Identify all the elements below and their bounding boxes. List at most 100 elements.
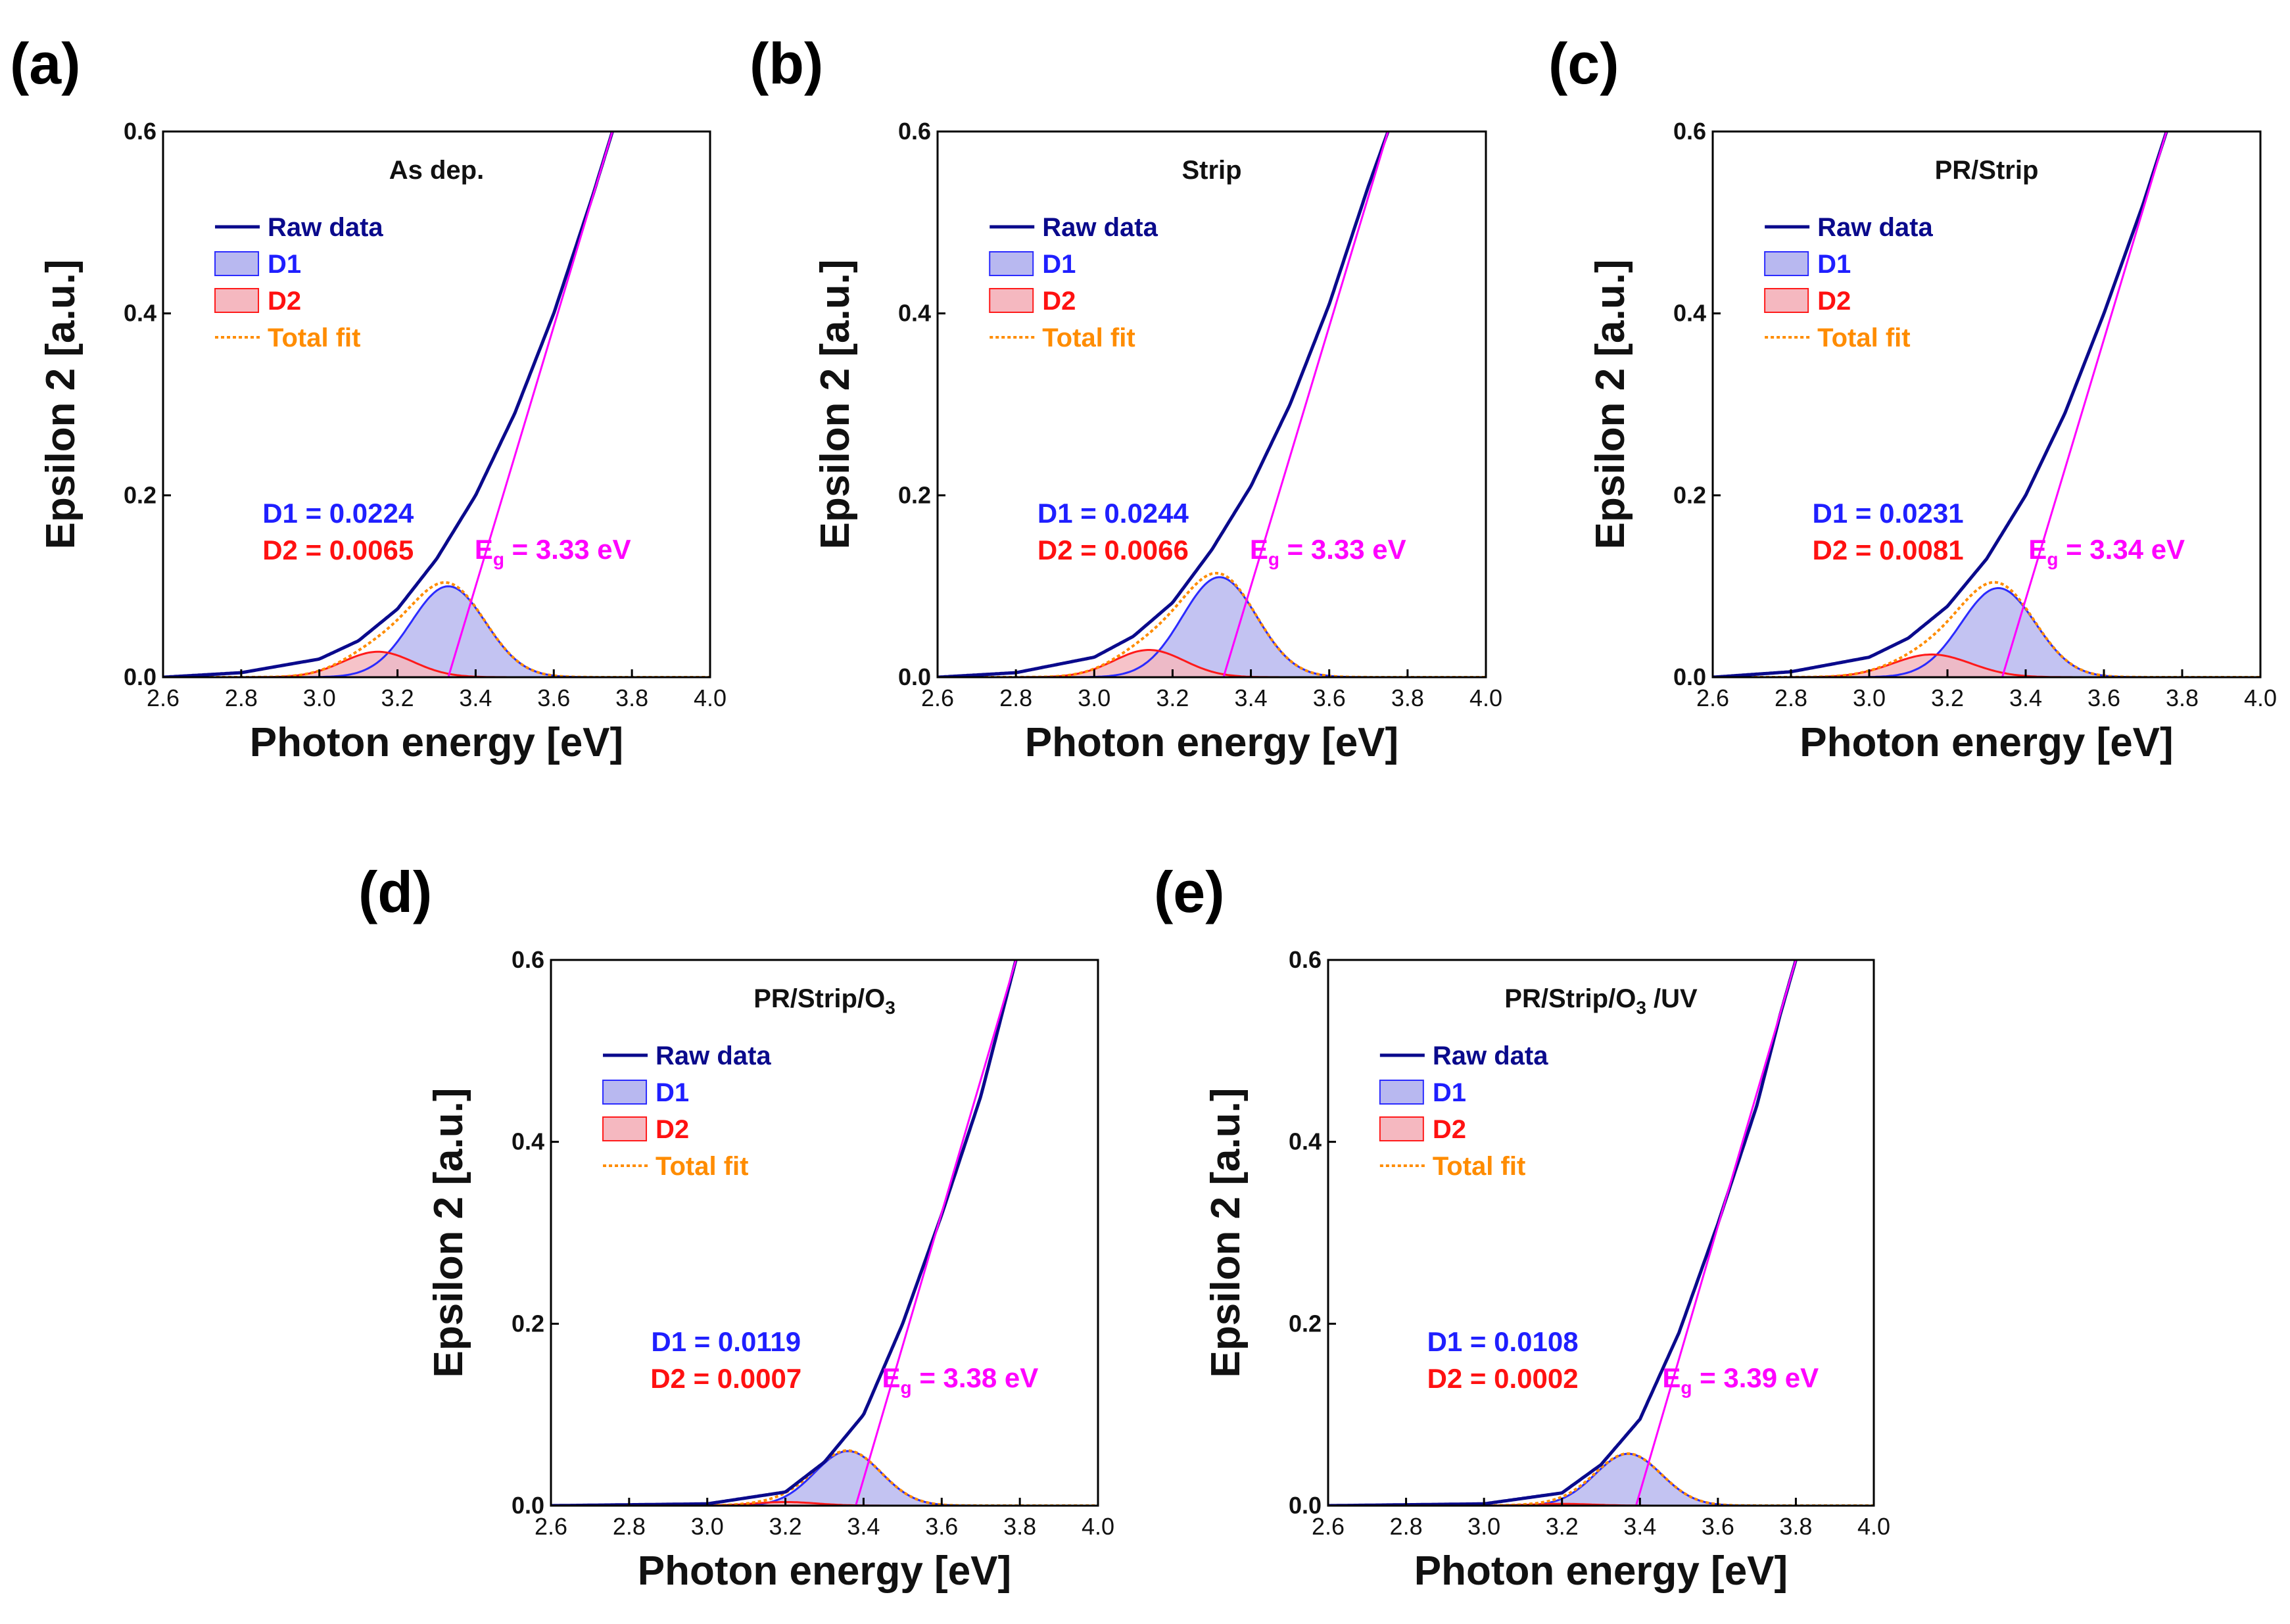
y-axis-label: Epsilon 2 [a.u.] <box>1203 1088 1249 1378</box>
eg-value: = 3.39 eV <box>1692 1362 1819 1393</box>
legend-label: Total fit <box>1042 323 1135 352</box>
x-tick-label: 2.8 <box>1775 684 1807 711</box>
chart-title: PR/Strip/O3 /UV <box>1504 984 1698 1018</box>
x-tick-label: 2.8 <box>1390 1513 1423 1540</box>
panel-2: 2.6 2.8 3.0 3.2 3.4 3.6 3.8 4.0 0.0 0.2 0.4 0.6 Phot… <box>750 31 1502 765</box>
panel-3: 2.6 2.8 3.0 3.2 3.4 3.6 3.8 4.0 0.0 0.2 0.4 0.6 Phot… <box>1548 31 2277 765</box>
y-tick-label: 0.4 <box>124 300 156 327</box>
panel-5: 2.6 2.8 3.0 3.2 3.4 3.6 3.8 4.0 0.0 0.2 0.4 0.6 Phot… <box>1154 859 1890 1594</box>
d1-area <box>938 577 1486 677</box>
y-axis-label: Epsilon 2 [a.u.] <box>1588 260 1633 550</box>
legend-label: Total fit <box>268 323 360 352</box>
d2-value-annotation: D2 = 0.0002 <box>1427 1363 1579 1394</box>
d1-value-annotation: D1 = 0.0224 <box>262 498 414 529</box>
x-tick-label: 4.0 <box>1857 1513 1890 1540</box>
y-tick-label: 0.2 <box>512 1310 544 1337</box>
plot-area <box>1713 131 2260 677</box>
plot-frame <box>1327 959 1875 1507</box>
legend-label: Total fit <box>1817 323 1910 352</box>
plot-area <box>1328 960 1874 1506</box>
legend-d1-swatch <box>602 1080 648 1105</box>
legend-label: Total fit <box>656 1152 748 1181</box>
d1-value-annotation: D1 = 0.0231 <box>1813 498 1964 529</box>
d1-area <box>1713 588 2260 677</box>
x-tick-label: 3.8 <box>615 684 648 711</box>
legend-d2-swatch <box>214 288 260 313</box>
eg-subscript: g <box>1268 549 1279 569</box>
legend-d1-swatch <box>214 251 260 276</box>
x-tick-label: 3.2 <box>381 684 414 711</box>
y-axis-label: Epsilon 2 [a.u.] <box>813 260 858 550</box>
raw-data-line <box>163 131 614 677</box>
x-tick-label: 3.6 <box>2087 684 2120 711</box>
x-tick-label: 4.0 <box>1082 1513 1114 1540</box>
y-tick-label: 0.6 <box>1673 118 1706 145</box>
y-tick-label: 0.2 <box>1673 481 1706 508</box>
legend-d1-swatch <box>1764 251 1809 276</box>
legend-label: D2 <box>1817 287 1851 316</box>
y-tick-label: 0.6 <box>898 118 931 145</box>
eg-subscript: g <box>901 1377 912 1398</box>
plot-area <box>163 131 710 677</box>
y-tick-label: 0.6 <box>512 946 544 973</box>
x-axis-label: Photon energy [eV] <box>1025 720 1398 765</box>
legend-label: Total fit <box>1433 1152 1525 1181</box>
panel-4: 2.6 2.8 3.0 3.2 3.4 3.6 3.8 4.0 0.0 0.2 0.4 0.6 Phot… <box>358 859 1114 1594</box>
raw-data-line <box>1713 131 2168 677</box>
chart-title-main: PR/Strip/O <box>1504 984 1636 1013</box>
y-axis-label: Epsilon 2 [a.u.] <box>38 260 83 550</box>
legend-d2-swatch <box>1379 1116 1424 1141</box>
eg-tangent-line <box>1634 960 1797 1506</box>
x-tick-label: 4.0 <box>2244 684 2277 711</box>
eg-tangent-line <box>2001 131 2168 677</box>
d2-value-annotation: D2 = 0.0066 <box>1038 535 1189 565</box>
eg-annotation: Eg = 3.34 eV <box>2028 534 2185 569</box>
raw-data-line <box>938 131 1390 677</box>
d1-value-annotation: D1 = 0.0119 <box>651 1326 801 1357</box>
y-tick-label: 0.4 <box>1289 1128 1322 1155</box>
eg-subscript: g <box>493 549 504 569</box>
d1-area <box>163 586 710 677</box>
d1-line <box>163 585 710 677</box>
eg-tangent-line <box>447 131 613 677</box>
x-tick-label: 2.6 <box>921 684 954 711</box>
x-tick-label: 2.8 <box>999 684 1032 711</box>
x-tick-label: 3.8 <box>2166 684 2199 711</box>
eg-subscript: g <box>2047 549 2058 569</box>
d1-line <box>1713 586 2260 677</box>
d2-area <box>1713 654 2260 677</box>
x-tick-label: 3.4 <box>847 1513 880 1540</box>
eg-annotation: Eg = 3.33 eV <box>475 534 631 569</box>
d1-area <box>1328 1454 1874 1506</box>
x-tick-label: 3.0 <box>1853 684 1886 711</box>
eg-symbol: E <box>2028 534 2047 565</box>
d2-line <box>551 1501 1098 1506</box>
plot-frame <box>1711 130 2262 679</box>
eg-value: = 3.33 eV <box>504 534 631 565</box>
eg-tangent-line <box>855 960 1017 1506</box>
plot-frame <box>162 130 711 679</box>
legend-d1-swatch <box>989 251 1034 276</box>
d2-value-annotation: D2 = 0.0007 <box>650 1363 801 1394</box>
y-tick-label: 0.2 <box>898 481 931 508</box>
legend-label: D1 <box>656 1078 689 1107</box>
x-tick-label: 3.6 <box>1702 1513 1734 1540</box>
x-tick-label: 2.6 <box>147 684 179 711</box>
chart-title: Strip <box>1181 156 1241 185</box>
plot-frame <box>550 959 1099 1507</box>
y-tick-label: 0.0 <box>512 1492 544 1519</box>
eg-symbol: E <box>882 1362 901 1393</box>
x-axis-label: Photon energy [eV] <box>250 720 623 765</box>
y-tick-label: 0.0 <box>124 663 156 690</box>
d1-line <box>1328 1452 1874 1506</box>
plot-frame <box>936 130 1487 679</box>
x-tick-label: 3.4 <box>1623 1513 1656 1540</box>
x-tick-label: 3.6 <box>925 1513 958 1540</box>
eg-value: = 3.38 eV <box>912 1362 1039 1393</box>
legend-label: Raw data <box>1042 213 1158 242</box>
y-tick-label: 0.0 <box>1673 663 1706 690</box>
x-tick-label: 3.2 <box>1546 1513 1579 1540</box>
x-tick-label: 3.6 <box>537 684 570 711</box>
x-tick-label: 3.4 <box>1235 684 1268 711</box>
